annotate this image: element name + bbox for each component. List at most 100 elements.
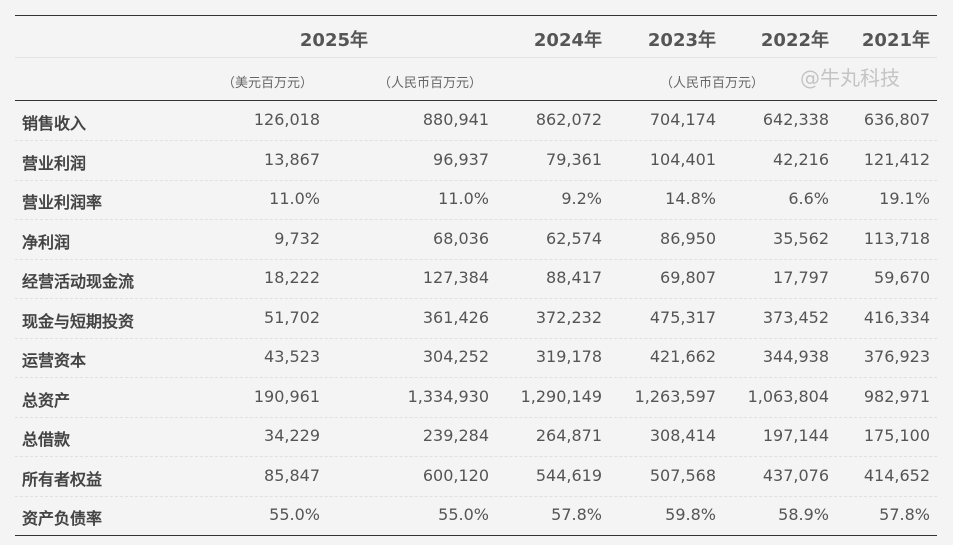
table-row: 总资产 190,961 1,334,930 1,290,149 1,263,597 1,0… xyxy=(0,378,953,418)
cell-value: 79,361 xyxy=(546,149,602,169)
header-divider xyxy=(15,57,937,58)
cell-value: 17,797 xyxy=(773,268,829,287)
table-row: 营业利润 13,867 96,937 79,361 104,401 42,216 121,4… xyxy=(0,141,953,181)
top-rule xyxy=(15,15,937,16)
row-divider xyxy=(15,258,937,260)
year-2023: 2023年 xyxy=(647,30,716,51)
row-label: 销售收入 xyxy=(22,114,87,133)
cell-value: 11.0% xyxy=(269,189,320,208)
row-divider xyxy=(15,179,937,181)
row-divider xyxy=(15,140,937,141)
year-2024: 2024年 xyxy=(533,30,602,51)
cell-value: 35,562 xyxy=(773,228,829,248)
cell-value: 636,807 xyxy=(863,110,930,129)
table-row: 总借款 34,229 239,284 264,871 308,414 197,144 175… xyxy=(0,417,953,457)
cell-value: 55.0% xyxy=(438,505,489,524)
table-row: 所有者权益 85,847 600,120 544,619 507,568 437,076 4… xyxy=(0,457,953,497)
cell-value: 58.9% xyxy=(778,505,829,524)
row-divider xyxy=(15,337,937,339)
cell-value: 68,036 xyxy=(433,228,489,248)
cell-value: 642,338 xyxy=(762,110,829,129)
cell-value: 42,216 xyxy=(773,149,829,169)
cell-value: 62,574 xyxy=(546,228,602,248)
cell-value: 175,100 xyxy=(863,426,930,445)
watermark: @牛丸科技 xyxy=(800,66,900,90)
table-row: 现金与短期投资 51,702 361,426 372,232 475,317 373,45… xyxy=(0,299,953,339)
row-divider xyxy=(15,298,937,299)
row-divider xyxy=(15,456,937,457)
cell-value: 880,941 xyxy=(422,110,489,129)
cell-value: 86,950 xyxy=(660,228,716,248)
table-row: 资产负债率 55.0% 55.0% 57.8% 59.8% 58.9% 57.8% xyxy=(0,496,953,535)
row-label: 经营活动现金流 xyxy=(22,272,135,291)
year-2022: 2022年 xyxy=(760,30,829,51)
cell-value: 43,523 xyxy=(264,347,320,366)
row-label: 所有者权益 xyxy=(22,469,103,489)
year-2021: 2021年 xyxy=(861,30,930,51)
cell-value: 113,718 xyxy=(863,228,930,248)
cell-value: 197,144 xyxy=(762,426,829,445)
row-label: 总借款 xyxy=(22,430,71,449)
table-row: 销售收入 126,018 880,941 862,072 704,174 642,338 6… xyxy=(0,101,953,141)
cell-value: 304,252 xyxy=(422,347,489,366)
cell-value: 507,568 xyxy=(649,465,716,485)
cell-value: 862,072 xyxy=(535,110,602,129)
cell-value: 57.8% xyxy=(551,505,602,524)
cell-value: 319,178 xyxy=(535,347,602,366)
cell-value: 6.6% xyxy=(788,189,829,208)
cell-value: 13,867 xyxy=(264,149,320,169)
cell-value: 1,334,930 xyxy=(407,386,489,406)
cell-value: 373,452 xyxy=(762,307,829,327)
cell-value: 416,334 xyxy=(863,307,930,327)
cell-value: 88,417 xyxy=(546,268,602,287)
cell-value: 308,414 xyxy=(649,426,716,445)
header-rule xyxy=(15,100,937,101)
cell-value: 9,732 xyxy=(274,228,320,248)
row-label: 营业利润 xyxy=(22,153,87,173)
cell-value: 239,284 xyxy=(422,426,489,445)
cell-value: 14.8% xyxy=(665,189,716,208)
cell-value: 414,652 xyxy=(863,465,930,485)
cell-value: 126,018 xyxy=(253,110,320,129)
table-row: 净利润 9,732 68,036 62,574 86,950 35,562 113,718 xyxy=(0,220,953,260)
cell-value: 1,063,804 xyxy=(747,386,829,406)
row-label: 现金与短期投资 xyxy=(22,311,135,331)
unit-usd: （美元百万元） xyxy=(222,76,314,91)
cell-value: 19.1% xyxy=(879,189,930,208)
cell-value: 421,662 xyxy=(649,347,716,366)
row-label: 营业利润率 xyxy=(22,193,103,212)
cell-value: 127,384 xyxy=(422,268,489,287)
cell-value: 18,222 xyxy=(264,268,320,287)
cell-value: 55.0% xyxy=(269,505,320,524)
row-divider xyxy=(15,416,937,418)
cell-value: 9.2% xyxy=(561,189,602,208)
bottom-rule xyxy=(15,535,937,536)
cell-value: 437,076 xyxy=(762,465,829,485)
cell-value: 69,807 xyxy=(660,268,716,287)
cell-value: 1,263,597 xyxy=(634,386,716,406)
year-2025: 2025年 xyxy=(299,30,368,51)
cell-value: 376,923 xyxy=(863,347,930,366)
cell-value: 59.8% xyxy=(665,505,716,524)
row-label: 总资产 xyxy=(22,390,71,410)
table-row: 营业利润率 11.0% 11.0% 9.2% 14.8% 6.6% 19.1% xyxy=(0,180,953,220)
cell-value: 85,847 xyxy=(264,465,320,485)
cell-value: 600,120 xyxy=(422,465,489,485)
cell-value: 11.0% xyxy=(438,189,489,208)
cell-value: 982,971 xyxy=(863,386,930,406)
cell-value: 544,619 xyxy=(535,465,602,485)
cell-value: 704,174 xyxy=(649,110,716,129)
cell-value: 59,670 xyxy=(874,268,930,287)
cell-value: 190,961 xyxy=(253,386,320,406)
cell-value: 51,702 xyxy=(264,307,320,327)
cell-value: 34,229 xyxy=(264,426,320,445)
unit-rmb-2025: （人民币百万元） xyxy=(378,76,483,91)
row-label: 资产负债率 xyxy=(22,509,103,528)
unit-rmb-history: （人民币百万元） xyxy=(660,76,765,91)
row-divider xyxy=(15,495,937,497)
cell-value: 121,412 xyxy=(863,149,930,169)
cell-value: 372,232 xyxy=(535,307,602,327)
cell-value: 104,401 xyxy=(649,149,716,169)
table-row: 经营活动现金流 18,222 127,384 88,417 69,807 17,797 59… xyxy=(0,259,953,299)
row-divider xyxy=(15,377,937,378)
